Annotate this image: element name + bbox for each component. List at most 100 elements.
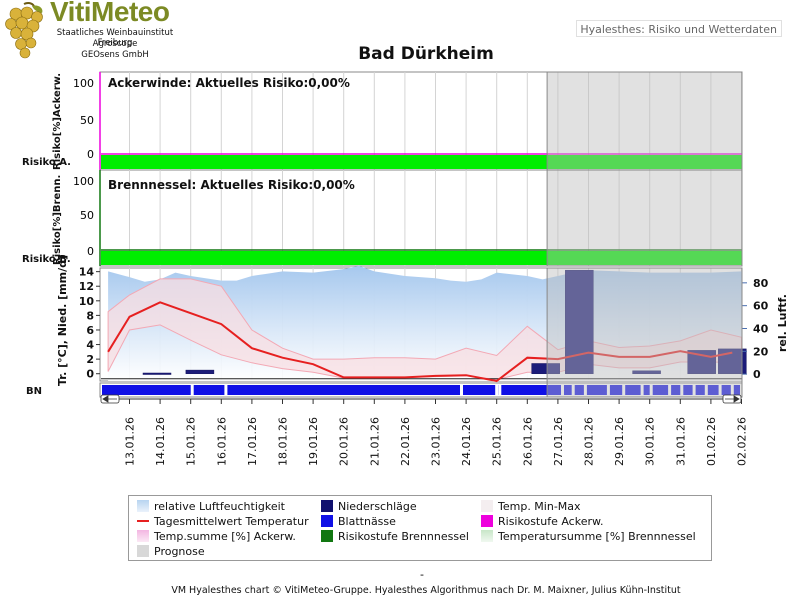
xtick-label: 30.01.26: [644, 417, 657, 466]
xtick-label: 16.01.26: [215, 417, 228, 466]
leaf-wetness-gap: [718, 385, 722, 395]
scroll-left-button[interactable]: [100, 394, 120, 404]
xtick-label: 27.01.26: [552, 417, 565, 466]
logo-title: VitiMeteo: [50, 0, 170, 27]
leaf-wetness-gap: [571, 385, 575, 395]
leaf-wetness-bar: [102, 385, 740, 395]
ylabel-ackerwinde: Risiko[%]Ackerw.: [52, 73, 63, 170]
ytick-label: 6: [86, 324, 94, 337]
xtick-label: 23.01.26: [430, 417, 443, 466]
xtick-label: 19.01.26: [307, 417, 320, 466]
leaf-wetness-gap: [640, 385, 644, 395]
ytick-label: 4: [86, 339, 94, 352]
legend-swatch-tempsum-brennnessel: [481, 530, 493, 542]
x-ticks: [129, 399, 742, 404]
legend-item-tempsum-brennnessel: Temperatursumme [%] Brennnessel: [481, 529, 696, 544]
legend-label-tempsum-brennnessel: Temperatursumme [%] Brennnessel: [498, 530, 696, 543]
y2tick-label: 40: [753, 323, 769, 336]
legend-label-leaf-wetness: Blattnässe: [338, 515, 396, 528]
temp-mean-line: [107, 301, 733, 383]
ytick-label: 12: [79, 280, 94, 293]
ytick-brennnessel-50: 50: [80, 209, 94, 222]
legend-label-precip: Niederschläge: [338, 500, 417, 513]
legend-label-humidity: relative Luftfeuchtigkeit: [154, 500, 285, 513]
y2tick-label: 80: [753, 277, 769, 290]
legend-swatch-temp-mean: [137, 520, 149, 522]
panel-ackerwinde: Ackerwinde: Aktuelles Risiko:0,00% 100 5…: [22, 71, 743, 171]
leaf-wetness-gap: [583, 385, 587, 395]
ytick-label: 10: [79, 295, 95, 308]
scroll-right-arrow[interactable]: [725, 395, 740, 403]
legend-item-risk-ackerw: Risikostufe Ackerw.: [481, 514, 603, 529]
legend-item-temp-min-max: Temp. Min-Max: [481, 499, 581, 514]
legend-item-risk-brennnessel: Risikostufe Brennnessel: [321, 529, 469, 544]
logo-line-1: Staatliches Weinbauinstitut Freiburg: [56, 28, 174, 48]
ytick-brennnessel-100: 100: [73, 175, 94, 188]
leaf-wetness-gap: [561, 385, 564, 395]
forecast-overlay-ackerwinde: [546, 71, 743, 171]
ytick-ackerwinde-50: 50: [80, 114, 94, 127]
xtick-label: 20.01.26: [338, 417, 351, 466]
logo-line-3: GEOsens GmbH: [81, 50, 149, 60]
xtick-label: 17.01.26: [246, 417, 259, 466]
scroll-left-arrow[interactable]: [102, 395, 117, 403]
ytick-brennnessel-0: 0: [87, 245, 94, 258]
weather-y2ticks: 80 60 40 20 0: [742, 277, 769, 381]
legend-swatch-tempsum-ackerw: [137, 530, 149, 542]
legend-item-forecast: Prognose: [137, 544, 205, 559]
grape-icon: [5, 1, 43, 59]
leaf-wetness-bars: [102, 385, 745, 395]
xtick-label: 01.02.26: [705, 417, 718, 466]
leaf-wetness-gap: [606, 385, 610, 395]
leaf-wetness-gap: [495, 385, 499, 395]
leaf-wetness-gap: [741, 385, 745, 395]
legend-swatch-forecast: [137, 545, 149, 557]
ytick-ackerwinde-0: 0: [87, 148, 94, 161]
risk-bar-ackerwinde: [101, 155, 742, 169]
legend-swatch-leaf-wetness: [321, 515, 333, 527]
legend-item-tempsum-ackerw: Temp.summe [%] Ackerw.: [137, 529, 296, 544]
leaf-wetness-gap: [730, 385, 734, 395]
precip-bar: [632, 370, 661, 374]
xtick-label: 26.01.26: [521, 417, 534, 466]
risk-label-brennnessel: Risiko B.: [22, 254, 71, 265]
xtick-label: 15.01.26: [185, 417, 198, 466]
precip-bar: [531, 363, 560, 374]
precip-bar: [142, 372, 172, 375]
ylabel-weather: Tr. [°C], Nied. [mm/d]: [56, 255, 69, 386]
leaf-wetness-gap: [649, 385, 653, 395]
ytick-label: 2: [86, 353, 94, 366]
xtick-label: 29.01.26: [613, 417, 626, 466]
leaf-wetness-gap: [668, 385, 672, 395]
annotation-ackerwinde: Ackerwinde: Aktuelles Risiko:0,00%: [108, 76, 350, 90]
ylabel-brennnessel: Risiko[%]Brenn.: [52, 175, 63, 265]
legend-item-temp-mean: Tagesmittelwert Temperatur: [137, 514, 309, 529]
legend-label-temp-mean: Tagesmittelwert Temperatur: [154, 515, 309, 528]
leaf-wetness-gap: [680, 385, 684, 395]
panel-brennnessel: Brennnessel: Aktuelles Risiko:0,00% 100 …: [22, 169, 743, 267]
xtick-label: 22.01.26: [399, 417, 412, 466]
y2label-weather: rel. Luftf.: [776, 294, 789, 352]
xtick-label: 18.01.26: [277, 417, 290, 466]
xtick-label: 28.01.26: [583, 417, 596, 466]
legend-swatch-humidity: [137, 500, 149, 512]
legend-label-tempsum-ackerw: Temp.summe [%] Ackerw.: [154, 530, 296, 543]
ytick-label: 14: [79, 266, 95, 279]
page-tab[interactable]: Hyalesthes: Risiko und Wetterdaten: [576, 20, 782, 37]
leaf-wetness-gap: [460, 385, 463, 395]
x-labels: 13.01.26 14.01.26 15.01.26 16.01.26 17.01.26…: [124, 417, 749, 466]
ytick-label: 0: [86, 368, 94, 381]
footer-dash: -: [420, 568, 424, 581]
leaf-wetness-gap: [622, 385, 626, 395]
risk-bar-brennnessel: [101, 251, 742, 265]
forecast-overlay-brennnessel: [546, 169, 743, 267]
legend-swatch-risk-brennnessel: [321, 530, 333, 542]
page-title: Bad Dürkheim: [358, 44, 494, 64]
scroll-right-button[interactable]: [722, 394, 742, 404]
legend: relative Luftfeuchtigkeit Niederschläge …: [128, 495, 712, 561]
y2tick-label: 0: [753, 368, 761, 381]
legend-label-risk-ackerw: Risikostufe Ackerw.: [498, 515, 604, 528]
leaf-wetness-gap: [704, 385, 708, 395]
x-axis: [104, 398, 742, 404]
